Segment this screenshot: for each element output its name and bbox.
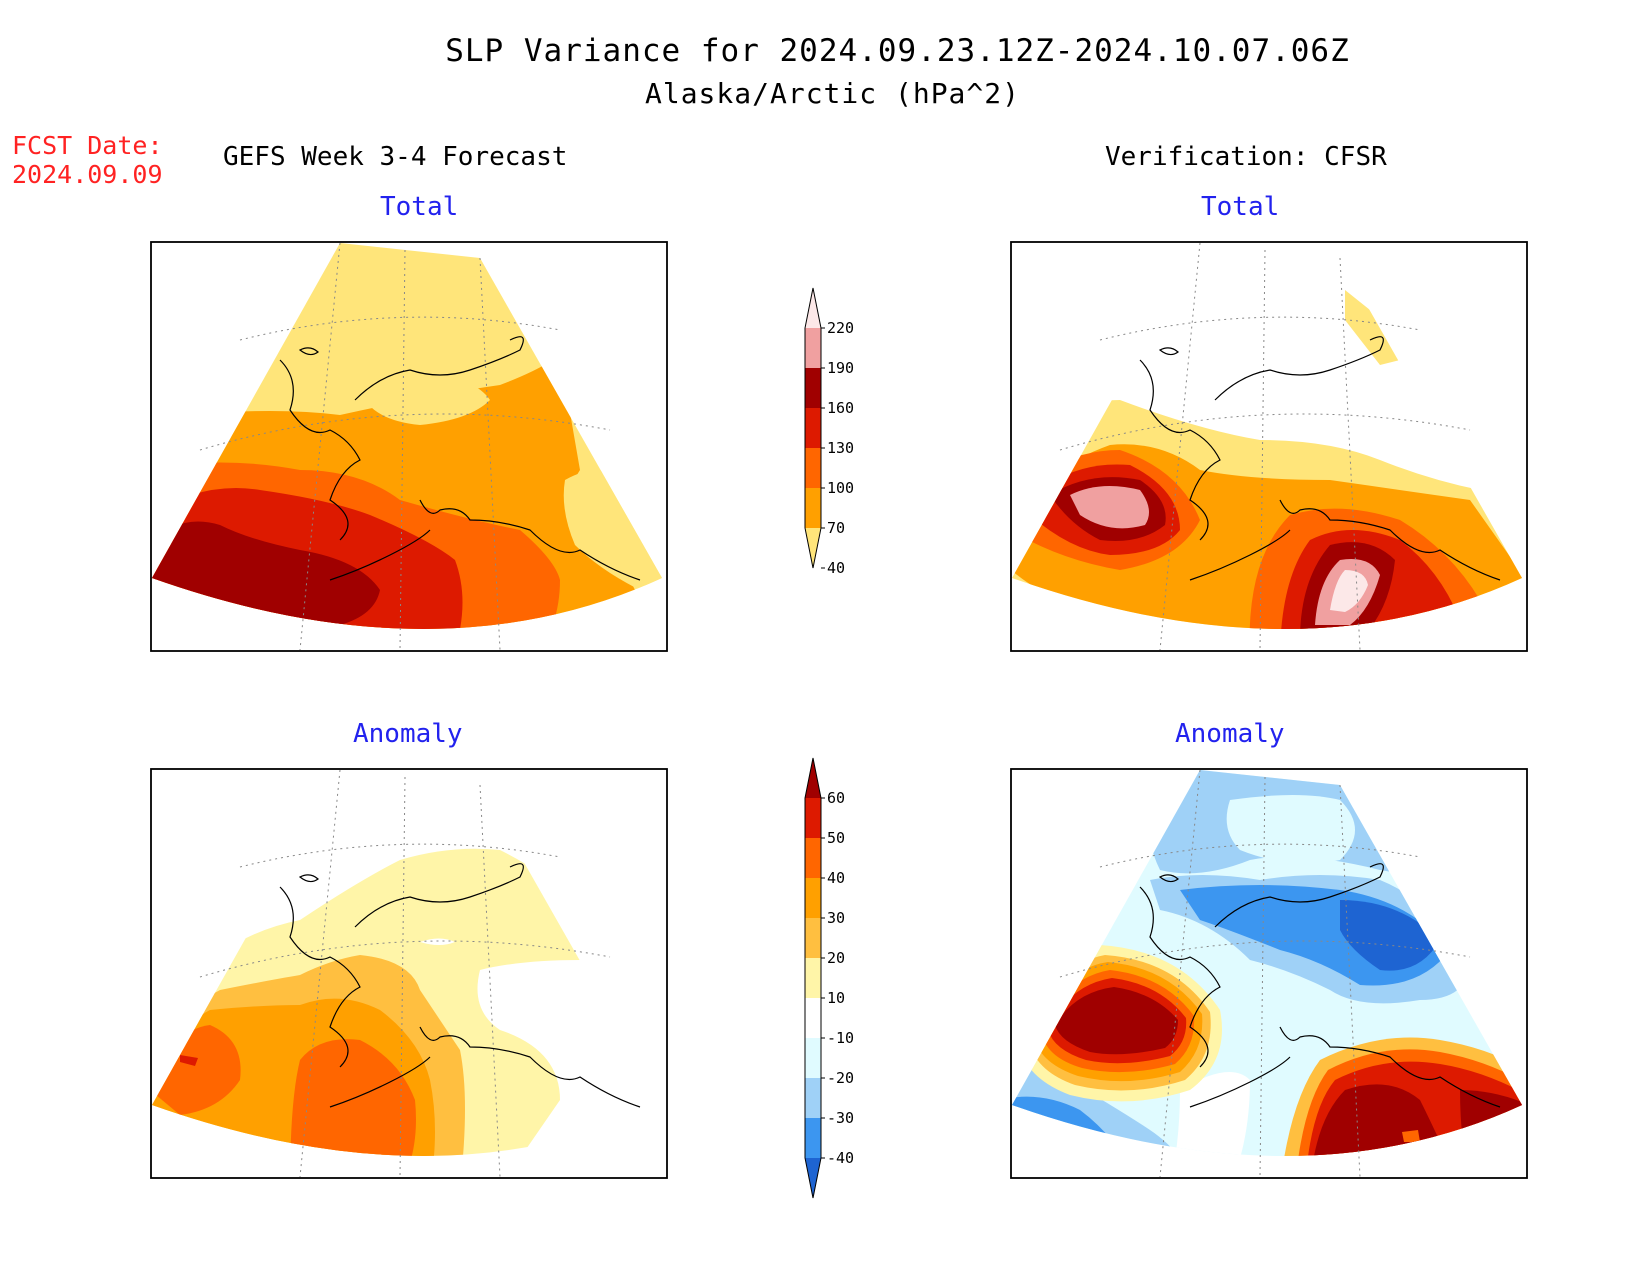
colorbar-anomaly-label: -30	[827, 1109, 854, 1127]
panel-title-verification-anomaly: Anomaly	[1175, 719, 1285, 749]
colorbar-anomaly-swatch	[805, 1118, 821, 1158]
colorbar-total-swatch	[805, 448, 821, 488]
colorbar-total-label: 190	[827, 359, 854, 377]
colorbar-anomaly-swatch	[805, 1038, 821, 1078]
colorbar-anomaly-label: 30	[827, 909, 845, 927]
colorbar-anomaly-label: 20	[827, 949, 845, 967]
fcst-date-value: 2024.09.09	[12, 160, 163, 189]
colorbar-anomaly-swatch	[805, 1158, 821, 1198]
column-heading-forecast: GEFS Week 3-4 Forecast	[223, 142, 568, 172]
panel-title-forecast-total: Total	[380, 192, 459, 222]
panel-title-verification-total: Total	[1201, 192, 1280, 222]
colorbar-total-label: 130	[827, 439, 854, 457]
colorbar-total-swatch	[805, 328, 821, 368]
map-forecast-anomaly	[150, 768, 668, 1179]
panel-title-forecast-anomaly: Anomaly	[353, 719, 463, 749]
colorbar-anomaly-label: 50	[827, 829, 845, 847]
colorbar-anomaly-label: 40	[827, 869, 845, 887]
page-subtitle: Alaska/Arctic (hPa^2)	[644, 77, 1020, 110]
colorbar-anomaly-swatch	[805, 838, 821, 878]
colorbar-total-label: 40	[827, 559, 845, 577]
colorbar-anomaly-label: -40	[827, 1149, 854, 1167]
map-verification-total	[1010, 241, 1528, 652]
colorbar-total-swatch	[805, 288, 821, 328]
colorbar-total-label: 100	[827, 479, 854, 497]
colorbar-total-label: 70	[827, 519, 845, 537]
map-forecast-total	[150, 241, 668, 652]
colorbar-total-label: 160	[827, 399, 854, 417]
page-title: SLP Variance for 2024.09.23.12Z-2024.10.…	[445, 33, 1350, 69]
colorbar-anomaly-swatch	[805, 1078, 821, 1118]
map-verification-anomaly	[1010, 768, 1528, 1179]
colorbar-anomaly-label: 60	[827, 789, 845, 807]
colorbar-total-swatch	[805, 408, 821, 448]
colorbar-total-label: 220	[827, 319, 854, 337]
colorbar-anomaly-label: -20	[827, 1069, 854, 1087]
fcst-date-label: FCST Date:	[12, 131, 163, 160]
colorbar-anomaly-swatch	[805, 918, 821, 958]
colorbar-total-swatch	[805, 368, 821, 408]
colorbar-anomaly-swatch	[805, 798, 821, 838]
colorbar-anomaly-label: -10	[827, 1029, 854, 1047]
colorbar-anomaly-swatch	[805, 958, 821, 998]
colorbar-anomaly: 60 50 40 30 20 10 -10 -20 -30 -40	[804, 757, 854, 1199]
colorbar-total-swatch	[805, 528, 821, 568]
column-heading-verification: Verification: CFSR	[1105, 142, 1387, 172]
colorbar-total: 220 190 160 130 100 70 40	[804, 287, 854, 577]
colorbar-total-swatch	[805, 488, 821, 528]
colorbar-anomaly-label: 10	[827, 989, 845, 1007]
colorbar-anomaly-swatch	[805, 998, 821, 1038]
colorbar-anomaly-swatch	[805, 758, 821, 798]
colorbar-anomaly-swatch	[805, 878, 821, 918]
